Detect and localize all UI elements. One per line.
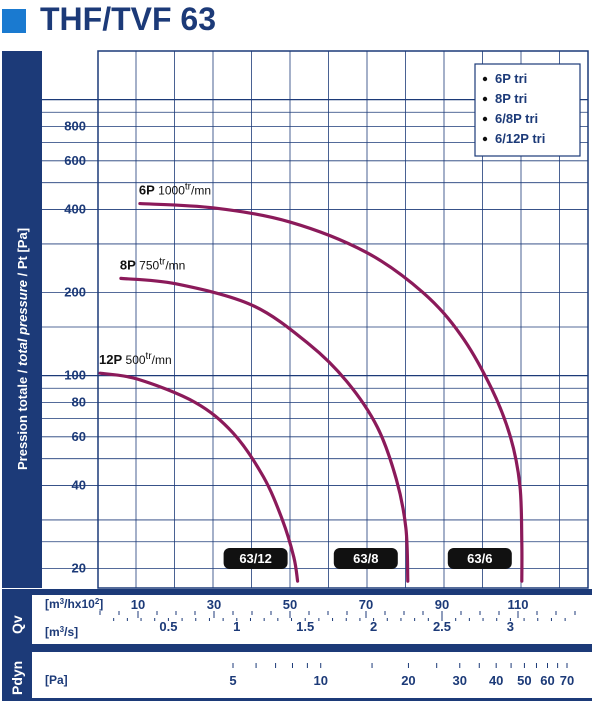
qv-tick-m3h: 110 [508, 597, 529, 612]
qv-band-top [2, 589, 592, 595]
y-tick-label: 800 [64, 118, 86, 133]
curve-tag-label-8P: 63/8 [353, 551, 378, 566]
qv-label-band [2, 595, 32, 644]
qv-tick-m3s: 0.5 [159, 619, 177, 634]
title-square-icon [2, 9, 26, 33]
legend-item: 8P tri [495, 91, 527, 106]
y-tick-label: 400 [64, 201, 86, 216]
y-tick-label: 80 [72, 394, 86, 409]
curve-tag-12P [223, 548, 288, 569]
pdyn-tick-label: 20 [401, 673, 415, 688]
curve-label-12P: 12P 500tr/mn [99, 351, 172, 367]
pdyn-tick-label: 60 [540, 673, 554, 688]
curve-6P [138, 201, 524, 583]
curve-tags: 63/6 63/8 63/12 [223, 548, 512, 569]
y-tick-label: 60 [72, 429, 86, 444]
header: THF/TVF 63 [0, 0, 594, 40]
pdyn-tick-label: 5 [229, 673, 236, 688]
qv-tick-m3s: 3 [507, 619, 514, 634]
y-axis-band [2, 51, 42, 588]
pdyn-band-top [2, 649, 592, 652]
pdyn-tick-label: 10 [313, 673, 327, 688]
curve-tag-8P [333, 548, 398, 569]
pdyn-unit: [Pa] [45, 673, 68, 687]
grid [42, 51, 588, 588]
qv-tick-m3h: 70 [359, 597, 373, 612]
y-tick-labels: 20 40 60 80 100 200 400 600 800 [64, 118, 86, 575]
curve-tag-label-6P: 63/6 [467, 551, 492, 566]
qv-tick-m3h: 90 [435, 597, 449, 612]
qv-band-bottom [2, 644, 592, 649]
legend-item: 6/8P tri [495, 111, 538, 126]
qv-ticks: 10 30 50 70 90 110 0.5 1 1.5 2 2.5 3 [99, 597, 576, 634]
legend-item: 6/12P tri [495, 131, 545, 146]
qv-tick-m3h: 50 [283, 597, 297, 612]
pdyn-band-bottom [2, 698, 592, 701]
pdyn-ticks: 5 10 20 30 40 50 60 70 [229, 663, 574, 688]
qv-tick-m3s: 2 [370, 619, 377, 634]
pdyn-tick-label: 70 [560, 673, 574, 688]
curve-12P [98, 371, 300, 583]
pdyn-tick-label: 40 [489, 673, 503, 688]
qv-tick-m3s: 1 [233, 619, 240, 634]
legend-bullet-icon [482, 116, 488, 122]
legend-item: 6P tri [495, 71, 527, 86]
qv-tick-m3s: 2.5 [433, 619, 451, 634]
y-axis-label-part2: total pressure [15, 280, 30, 366]
qv-row-label: Qv [9, 615, 25, 634]
pdyn-label-band [2, 652, 32, 701]
y-tick-label: 40 [72, 477, 86, 492]
pdyn-row-label: Pdyn [9, 661, 25, 695]
y-tick-label: 20 [72, 561, 86, 576]
y-axis-label-part1: Pression totale / [15, 366, 30, 470]
curves [98, 201, 524, 583]
curve-tag-label-12P: 63/12 [239, 551, 272, 566]
qv-tick-m3h: 10 [131, 597, 145, 612]
pdyn-tick-label: 30 [453, 673, 467, 688]
y-axis-label-part3: / Pt [Pa] [15, 228, 30, 280]
curve-tag-6P [447, 548, 512, 569]
pdyn-tick-label: 50 [517, 673, 531, 688]
curve-label-6P: 6P 1000tr/mn [139, 182, 211, 198]
curve-8P [119, 276, 410, 583]
legend-bullet-icon [482, 136, 488, 142]
qv-tick-m3h: 30 [207, 597, 221, 612]
y-tick-label: 200 [64, 285, 86, 300]
legend-bullet-icon [482, 96, 488, 102]
curve-labels: 6P 1000tr/mn 8P 750tr/mn 12P 500tr/mn [99, 182, 211, 368]
legend-bullet-icon [482, 76, 488, 82]
legend: 6P tri 8P tri 6/8P tri 6/12P tri [474, 63, 581, 157]
y-tick-label: 100 [64, 368, 86, 383]
legend-items: 6P tri 8P tri 6/8P tri 6/12P tri [482, 71, 545, 146]
qv-unit-m3h: [m3/hx102] [45, 597, 103, 611]
curve-label-8P: 8P 750tr/mn [120, 256, 185, 272]
y-axis-label: Pression totale / total pressure / Pt [P… [15, 228, 30, 470]
qv-unit-m3s: [m3/s] [45, 625, 78, 639]
legend-box [474, 63, 581, 157]
page-title: THF/TVF 63 [40, 1, 217, 37]
y-tick-label: 600 [64, 153, 86, 168]
qv-tick-m3s: 1.5 [296, 619, 314, 634]
